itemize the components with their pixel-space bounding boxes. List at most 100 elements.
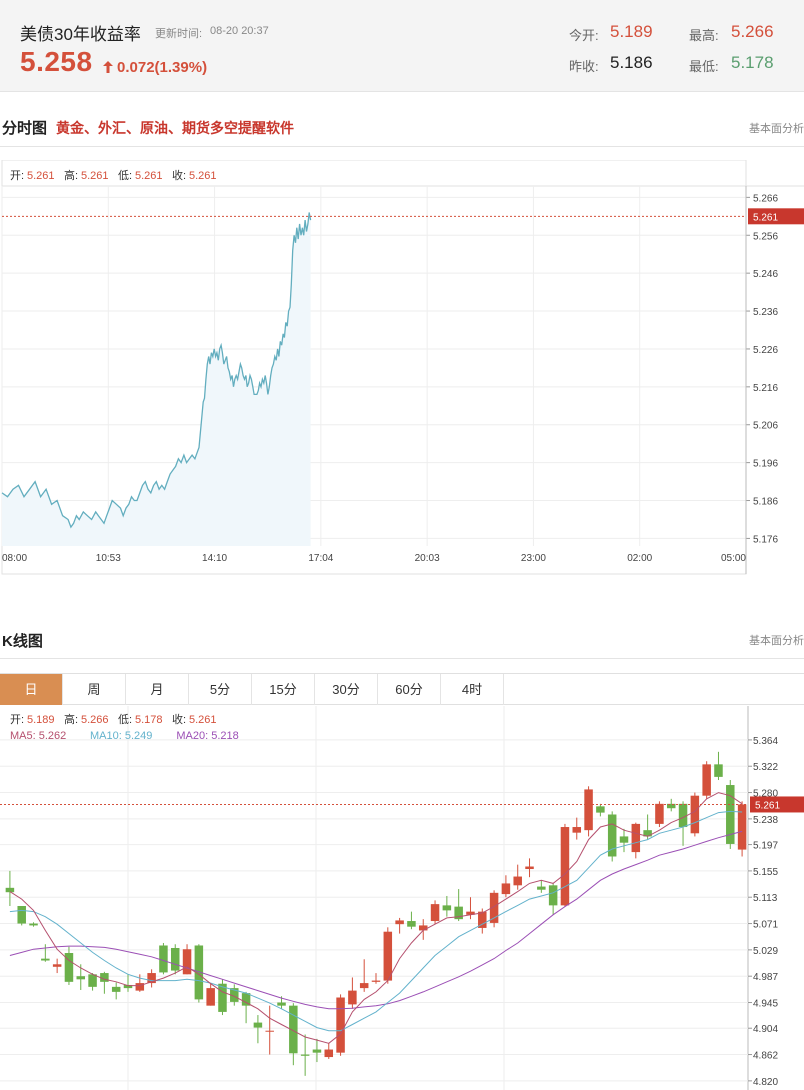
ohlc-label: 低: bbox=[118, 169, 132, 182]
x-tick-label: 23:00 bbox=[521, 553, 546, 564]
candle-body bbox=[572, 827, 582, 833]
candle-body bbox=[64, 953, 74, 982]
candle-body bbox=[714, 764, 723, 777]
candle-body bbox=[324, 1049, 334, 1058]
last-price-tag bbox=[748, 208, 804, 225]
y-tick-label: 5.246 bbox=[753, 269, 778, 280]
y-tick-label: 5.155 bbox=[753, 867, 778, 878]
x-tick-label: 20:03 bbox=[415, 553, 440, 564]
up-arrow-icon bbox=[103, 61, 113, 73]
y-tick-label: 5.364 bbox=[753, 736, 778, 747]
kline-chart[interactable]: 5.364 5.322 5.280 5.238 5.197 5.155 5.113 5.071… bbox=[0, 706, 804, 1090]
ma5-line bbox=[9, 792, 743, 1044]
candle-body bbox=[300, 1054, 310, 1056]
ohlc-label: 高: bbox=[64, 712, 78, 726]
candle-body bbox=[277, 1002, 286, 1006]
ohlc-label: 低: bbox=[118, 713, 132, 726]
candle-body bbox=[170, 947, 180, 971]
instrument-name: 美债30年收益率 bbox=[20, 25, 141, 44]
candle-body bbox=[88, 974, 97, 987]
candle-body bbox=[407, 921, 416, 927]
y-tick-label: 4.820 bbox=[753, 1077, 778, 1088]
candle-body bbox=[218, 983, 227, 1012]
candle-body bbox=[265, 1030, 274, 1032]
candle-body bbox=[678, 803, 688, 828]
candle-body bbox=[194, 945, 204, 1000]
y-tick-label: 5.176 bbox=[753, 534, 778, 545]
candle-body bbox=[513, 876, 522, 886]
y-tick-label: 4.862 bbox=[753, 1051, 778, 1062]
candle-body bbox=[348, 990, 357, 1005]
y-tick-label: 5.238 bbox=[753, 815, 778, 826]
candle-body bbox=[466, 911, 475, 915]
ohlc-value: 5.261 bbox=[189, 170, 217, 182]
candle-body bbox=[253, 1022, 263, 1028]
candle-body bbox=[501, 883, 511, 895]
ohlc-label: 开: bbox=[10, 170, 24, 182]
y-tick-label: 5.186 bbox=[753, 497, 778, 508]
candle-body bbox=[289, 1005, 298, 1054]
y-tick-label: 5.266 bbox=[753, 193, 778, 204]
y-tick-label: 5.256 bbox=[753, 231, 778, 242]
y-tick-label: 5.071 bbox=[753, 920, 778, 931]
period-tab[interactable]: 60分 bbox=[378, 674, 441, 705]
ohlc-value: 5.178 bbox=[135, 714, 163, 726]
intraday-chart[interactable]: 5.266 5.256 5.246 5.236 5.226 5.216 5.206 5.196… bbox=[0, 160, 804, 580]
period-tab[interactable]: 15分 bbox=[252, 674, 315, 705]
candle-body bbox=[371, 980, 381, 982]
candle-body bbox=[584, 789, 593, 831]
candle-body bbox=[619, 836, 629, 843]
period-tab[interactable]: 5分 bbox=[189, 674, 252, 705]
candle-body bbox=[17, 906, 26, 924]
ohlc-label: 开: bbox=[10, 714, 24, 726]
candle-body bbox=[454, 906, 463, 920]
period-tab[interactable]: 日 bbox=[0, 674, 63, 705]
candle-body bbox=[336, 997, 345, 1053]
candle-body bbox=[726, 785, 735, 844]
ma20-line bbox=[9, 830, 743, 1010]
candle-body bbox=[159, 945, 168, 973]
candle-body bbox=[5, 887, 15, 893]
ohlc-value: 5.261 bbox=[189, 714, 217, 726]
prev-close-value: 5.186 bbox=[610, 53, 653, 72]
ohlc-value: 5.189 bbox=[27, 714, 55, 726]
candle-body bbox=[548, 885, 558, 906]
section-divider bbox=[0, 146, 804, 147]
period-tab[interactable]: 30分 bbox=[315, 674, 378, 705]
candle-body bbox=[560, 827, 570, 906]
candle-body bbox=[607, 814, 617, 857]
y-tick-label: 5.226 bbox=[753, 345, 778, 356]
candle-body bbox=[312, 1049, 322, 1053]
y-tick-label: 5.236 bbox=[753, 307, 778, 318]
period-tab[interactable]: 周 bbox=[63, 674, 126, 705]
candle-body bbox=[182, 949, 192, 975]
candle-body bbox=[111, 986, 121, 992]
low-value: 5.178 bbox=[731, 53, 774, 72]
candle-body bbox=[430, 904, 440, 922]
open-value: 5.189 bbox=[610, 22, 653, 41]
candle-body bbox=[230, 988, 239, 1002]
candle-body bbox=[100, 973, 109, 982]
candle-body bbox=[41, 958, 50, 961]
high-label: 最高: bbox=[689, 28, 719, 43]
promo-link[interactable]: 黄金、外汇、原油、期货多空提醒软件 bbox=[56, 120, 294, 136]
candle-body bbox=[489, 892, 499, 923]
ohlc-label: 高: bbox=[64, 168, 78, 182]
ohlc-value: 5.261 bbox=[81, 170, 109, 182]
low-label: 最低: bbox=[689, 59, 719, 74]
fundamental-analysis-link[interactable]: 基本面分析 bbox=[749, 123, 804, 135]
period-tab[interactable]: 4时 bbox=[441, 674, 504, 705]
candle-body bbox=[478, 911, 487, 928]
x-tick-label: 14:10 bbox=[202, 553, 227, 564]
x-tick-label: 05:00 bbox=[721, 553, 746, 564]
prev-close-label: 昨收: bbox=[569, 59, 599, 74]
period-tab[interactable]: 月 bbox=[126, 674, 189, 705]
last-price: 5.258 bbox=[20, 46, 93, 77]
x-tick-label: 10:53 bbox=[96, 553, 121, 564]
candle-body bbox=[737, 804, 747, 850]
candle-body bbox=[147, 973, 156, 984]
period-tabs: 日周月 5分 15分 30分 60分 4时 bbox=[0, 673, 804, 705]
kline-fundamental-link[interactable]: 基本面分析 bbox=[749, 635, 804, 647]
candle-body bbox=[123, 984, 133, 989]
open-label: 今开: bbox=[569, 28, 599, 43]
